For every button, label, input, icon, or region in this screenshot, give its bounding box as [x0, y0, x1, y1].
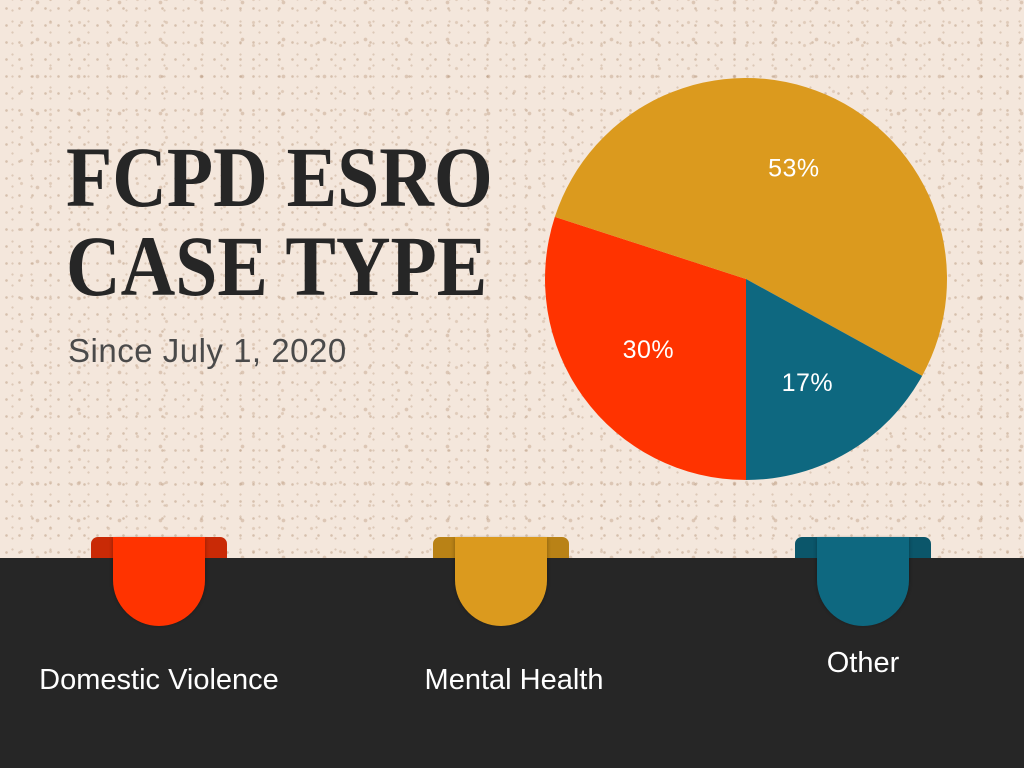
pie-slice-domestic-violence — [545, 216, 746, 480]
legend-swatch-domestic-violence — [113, 537, 205, 626]
legend-swatch-mental-health — [455, 537, 547, 626]
legend-label-other: Other — [826, 647, 900, 679]
subtitle: Since July 1, 2020 — [68, 332, 347, 369]
data-label-domestic-violence: 30% — [623, 336, 675, 364]
title-line-1: FCPD ESRO — [66, 129, 493, 225]
data-label-mental-health: 53% — [768, 154, 820, 182]
data-label-other: 17% — [782, 369, 834, 397]
pie-slice-mental-health — [554, 77, 948, 376]
pie-chart: 30% 53% 17% — [545, 77, 948, 480]
title-line-2: CASE TYPE — [66, 218, 488, 314]
pie-slice-other — [746, 279, 923, 480]
page-title: FCPD ESRO CASE TYPE — [66, 133, 493, 311]
legend-item-other: Other — [713, 537, 1013, 707]
legend-label-domestic-violence: Domestic Violence — [39, 664, 279, 696]
legend-label-mental-health: Mental Health — [424, 664, 604, 696]
legend-item-domestic-violence: Domestic Violence — [9, 537, 309, 707]
legend-item-mental-health: Mental Health — [351, 537, 651, 707]
legend-swatch-other — [817, 537, 909, 626]
